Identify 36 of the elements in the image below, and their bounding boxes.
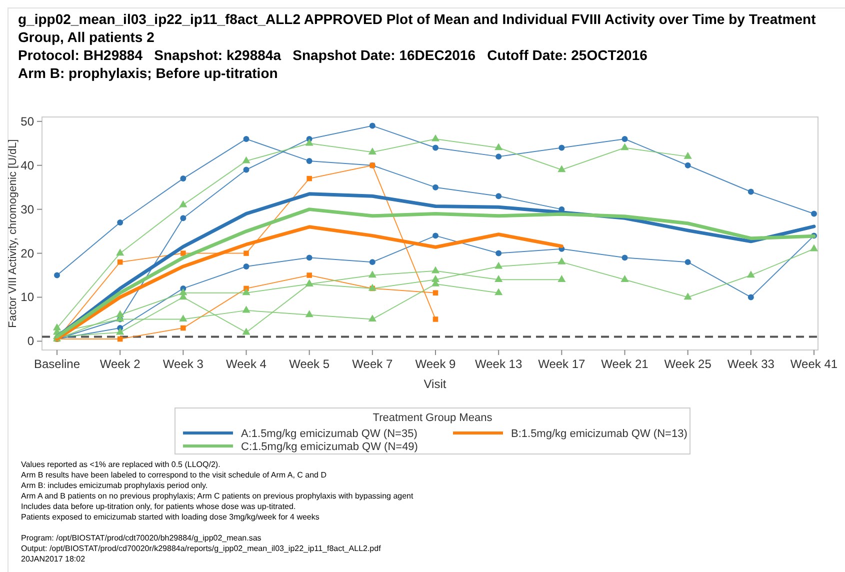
y-tick-label: 10 <box>20 290 34 304</box>
text: Includes data before up-titration only, for patients whose dose was up-titrated. <box>21 502 296 511</box>
text: Output: /opt/BIOSTAT/prod/cd70020r/k29884a/reports/g_ipp02_mean_il03_ip22_ip11_f8act_ALL2.pdf <box>21 544 382 553</box>
text: 20JAN2017 18:02 <box>21 554 86 564</box>
text: Program: /opt/BIOSTAT/prod/cdt70020/bh29884/g_ipp02_mean.sas <box>21 534 262 542</box>
legend-label: A:1.5mg/kg emicizumab QW (N=35) <box>241 428 418 440</box>
y-tick-label: 40 <box>20 158 34 172</box>
text: Patients exposed to emicizumab started with loading dose 3mg/kg/week for 4 weeks <box>21 512 320 522</box>
legend-label: B:1.5mg/kg emicizumab QW (N=13) <box>511 428 688 440</box>
x-tick-label: Week 4 <box>226 357 267 371</box>
x-tick-label: Week 13 <box>475 357 522 371</box>
y-tick-label: 50 <box>20 114 34 128</box>
y-tick-label: 30 <box>20 202 34 216</box>
x-tick-label: Week 5 <box>289 357 330 371</box>
x-tick-label: Week 25 <box>664 357 712 371</box>
x-tick-label: Week 7 <box>352 357 393 371</box>
text: Arm B: includes emicizumab prophylaxis period only. <box>21 481 208 490</box>
x-tick-label: Week 3 <box>162 357 204 371</box>
y-tick-label: 0 <box>27 334 34 348</box>
x-tick-label: Week 41 <box>790 357 838 371</box>
x-tick-label: Week 33 <box>727 357 775 371</box>
chart-subtitle: Protocol: BH29884 Snapshot: k29884a Snapshot Date: 16DEC2016 Cutoff Date: 25OCT2016 Arm B: prophylaxis; Before up-titration <box>18 47 648 81</box>
x-tick-label: Week 2 <box>100 357 141 371</box>
legend-title: Treatment Group Means <box>372 412 493 424</box>
chart-title: g_ipp02_mean_il03_ip22_ip11_f8act_ALL2 APPROVED Plot of Mean and Individual FVIII Activity over Time by Treatment Group, All patients 2 <box>18 11 816 45</box>
x-axis-title: Visit <box>424 377 447 391</box>
y-tick-label: 20 <box>20 246 34 260</box>
legend-label: C:1.5mg/kg emicizumab QW (N=49) <box>241 441 418 453</box>
text: Arm B results have been labeled to correspond to the visit schedule of Arm A, C and D <box>21 470 327 480</box>
x-tick-label: Week 17 <box>538 357 586 371</box>
x-tick-label: Week 9 <box>415 357 456 371</box>
y-axis-title: Factor VIII Activity, chromogenic [U/dL] <box>7 139 19 328</box>
x-tick-label: Baseline <box>34 357 80 371</box>
x-tick-label: Week 21 <box>601 357 649 371</box>
text: Arm A and B patients on no previous prophylaxis; Arm C patients on previous prophylaxis with bypassing agent <box>21 492 414 500</box>
text: Values reported as <1% are replaced with 0.5 (LLOQ/2). <box>21 460 220 469</box>
